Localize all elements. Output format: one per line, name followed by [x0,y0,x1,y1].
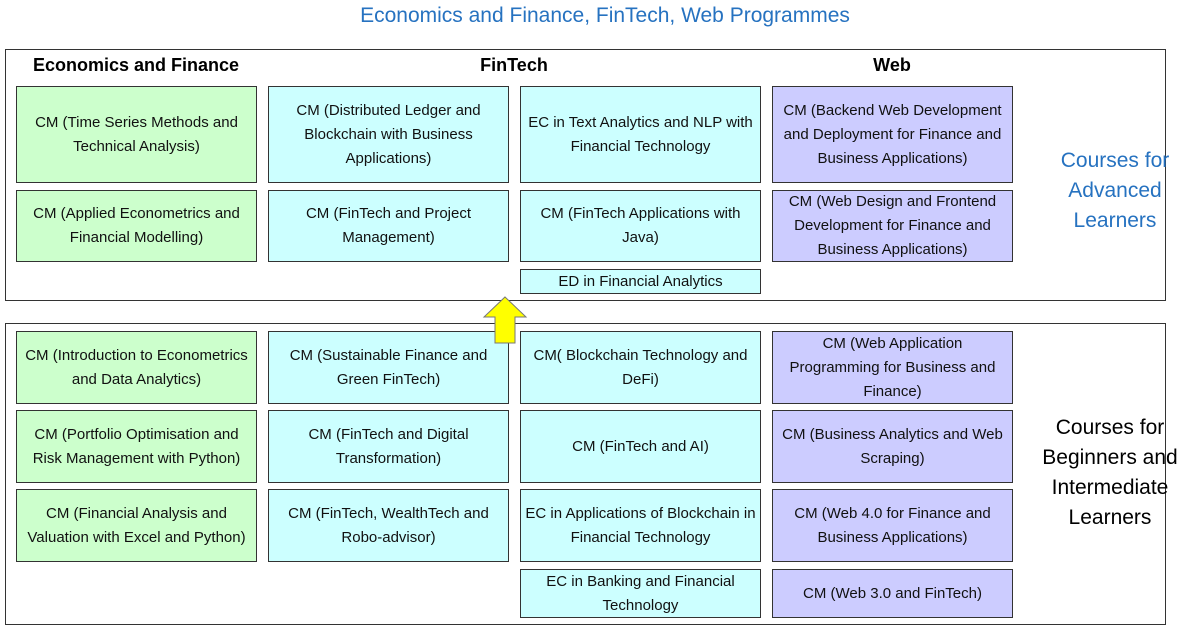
course-box: ED in Financial Analytics [520,269,761,294]
header-fintech: FinTech [480,55,548,75]
course-box: CM (Time Series Methods and Technical An… [16,86,257,183]
beginner-label: Courses for Beginners and Intermediate L… [1042,416,1178,529]
course-box: CM (Web Application Programming for Busi… [772,331,1013,404]
course-box: CM (Web Design and Frontend Development … [772,190,1013,262]
course-box: CM (Sustainable Finance and Green FinTec… [268,331,509,404]
course-box: CM (Introduction to Econometrics and Dat… [16,331,257,404]
beginner-panel [5,323,1166,625]
advanced-panel [5,49,1166,301]
course-box: CM (FinTech and AI) [520,410,761,483]
course-box: EC in Banking and Financial Technology [520,569,761,618]
course-box: CM (Business Analytics and Web Scraping) [772,410,1013,483]
header-econ: Economics and Finance [32,55,240,75]
course-box: CM (Financial Analysis and Valuation wit… [16,489,257,562]
course-box: CM (FinTech, WealthTech and Robo-advisor… [268,489,509,562]
up-arrow-icon [482,296,528,344]
course-box: CM (Web 3.0 and FinTech) [772,569,1013,618]
course-box: CM (Backend Web Development and Deployme… [772,86,1013,183]
course-box: CM (Distributed Ledger and Blockchain wi… [268,86,509,183]
course-box: EC in Applications of Blockchain in Fina… [520,489,761,562]
course-box: CM (FinTech and Project Management) [268,190,509,262]
advanced-label: Courses for Advanced Learners [1060,149,1170,232]
header-web: Web [873,55,911,75]
course-box: EC in Text Analytics and NLP with Financ… [520,86,761,183]
course-box: CM (Portfolio Optimisation and Risk Mana… [16,410,257,483]
course-box: CM (FinTech and Digital Transformation) [268,410,509,483]
course-box: CM( Blockchain Technology and DeFi) [520,331,761,404]
course-box: CM (Applied Econometrics and Financial M… [16,190,257,262]
diagram-title: Economics and Finance, FinTech, Web Prog… [360,4,850,27]
course-box: CM (Web 4.0 for Finance and Business App… [772,489,1013,562]
course-box: CM (FinTech Applications with Java) [520,190,761,262]
